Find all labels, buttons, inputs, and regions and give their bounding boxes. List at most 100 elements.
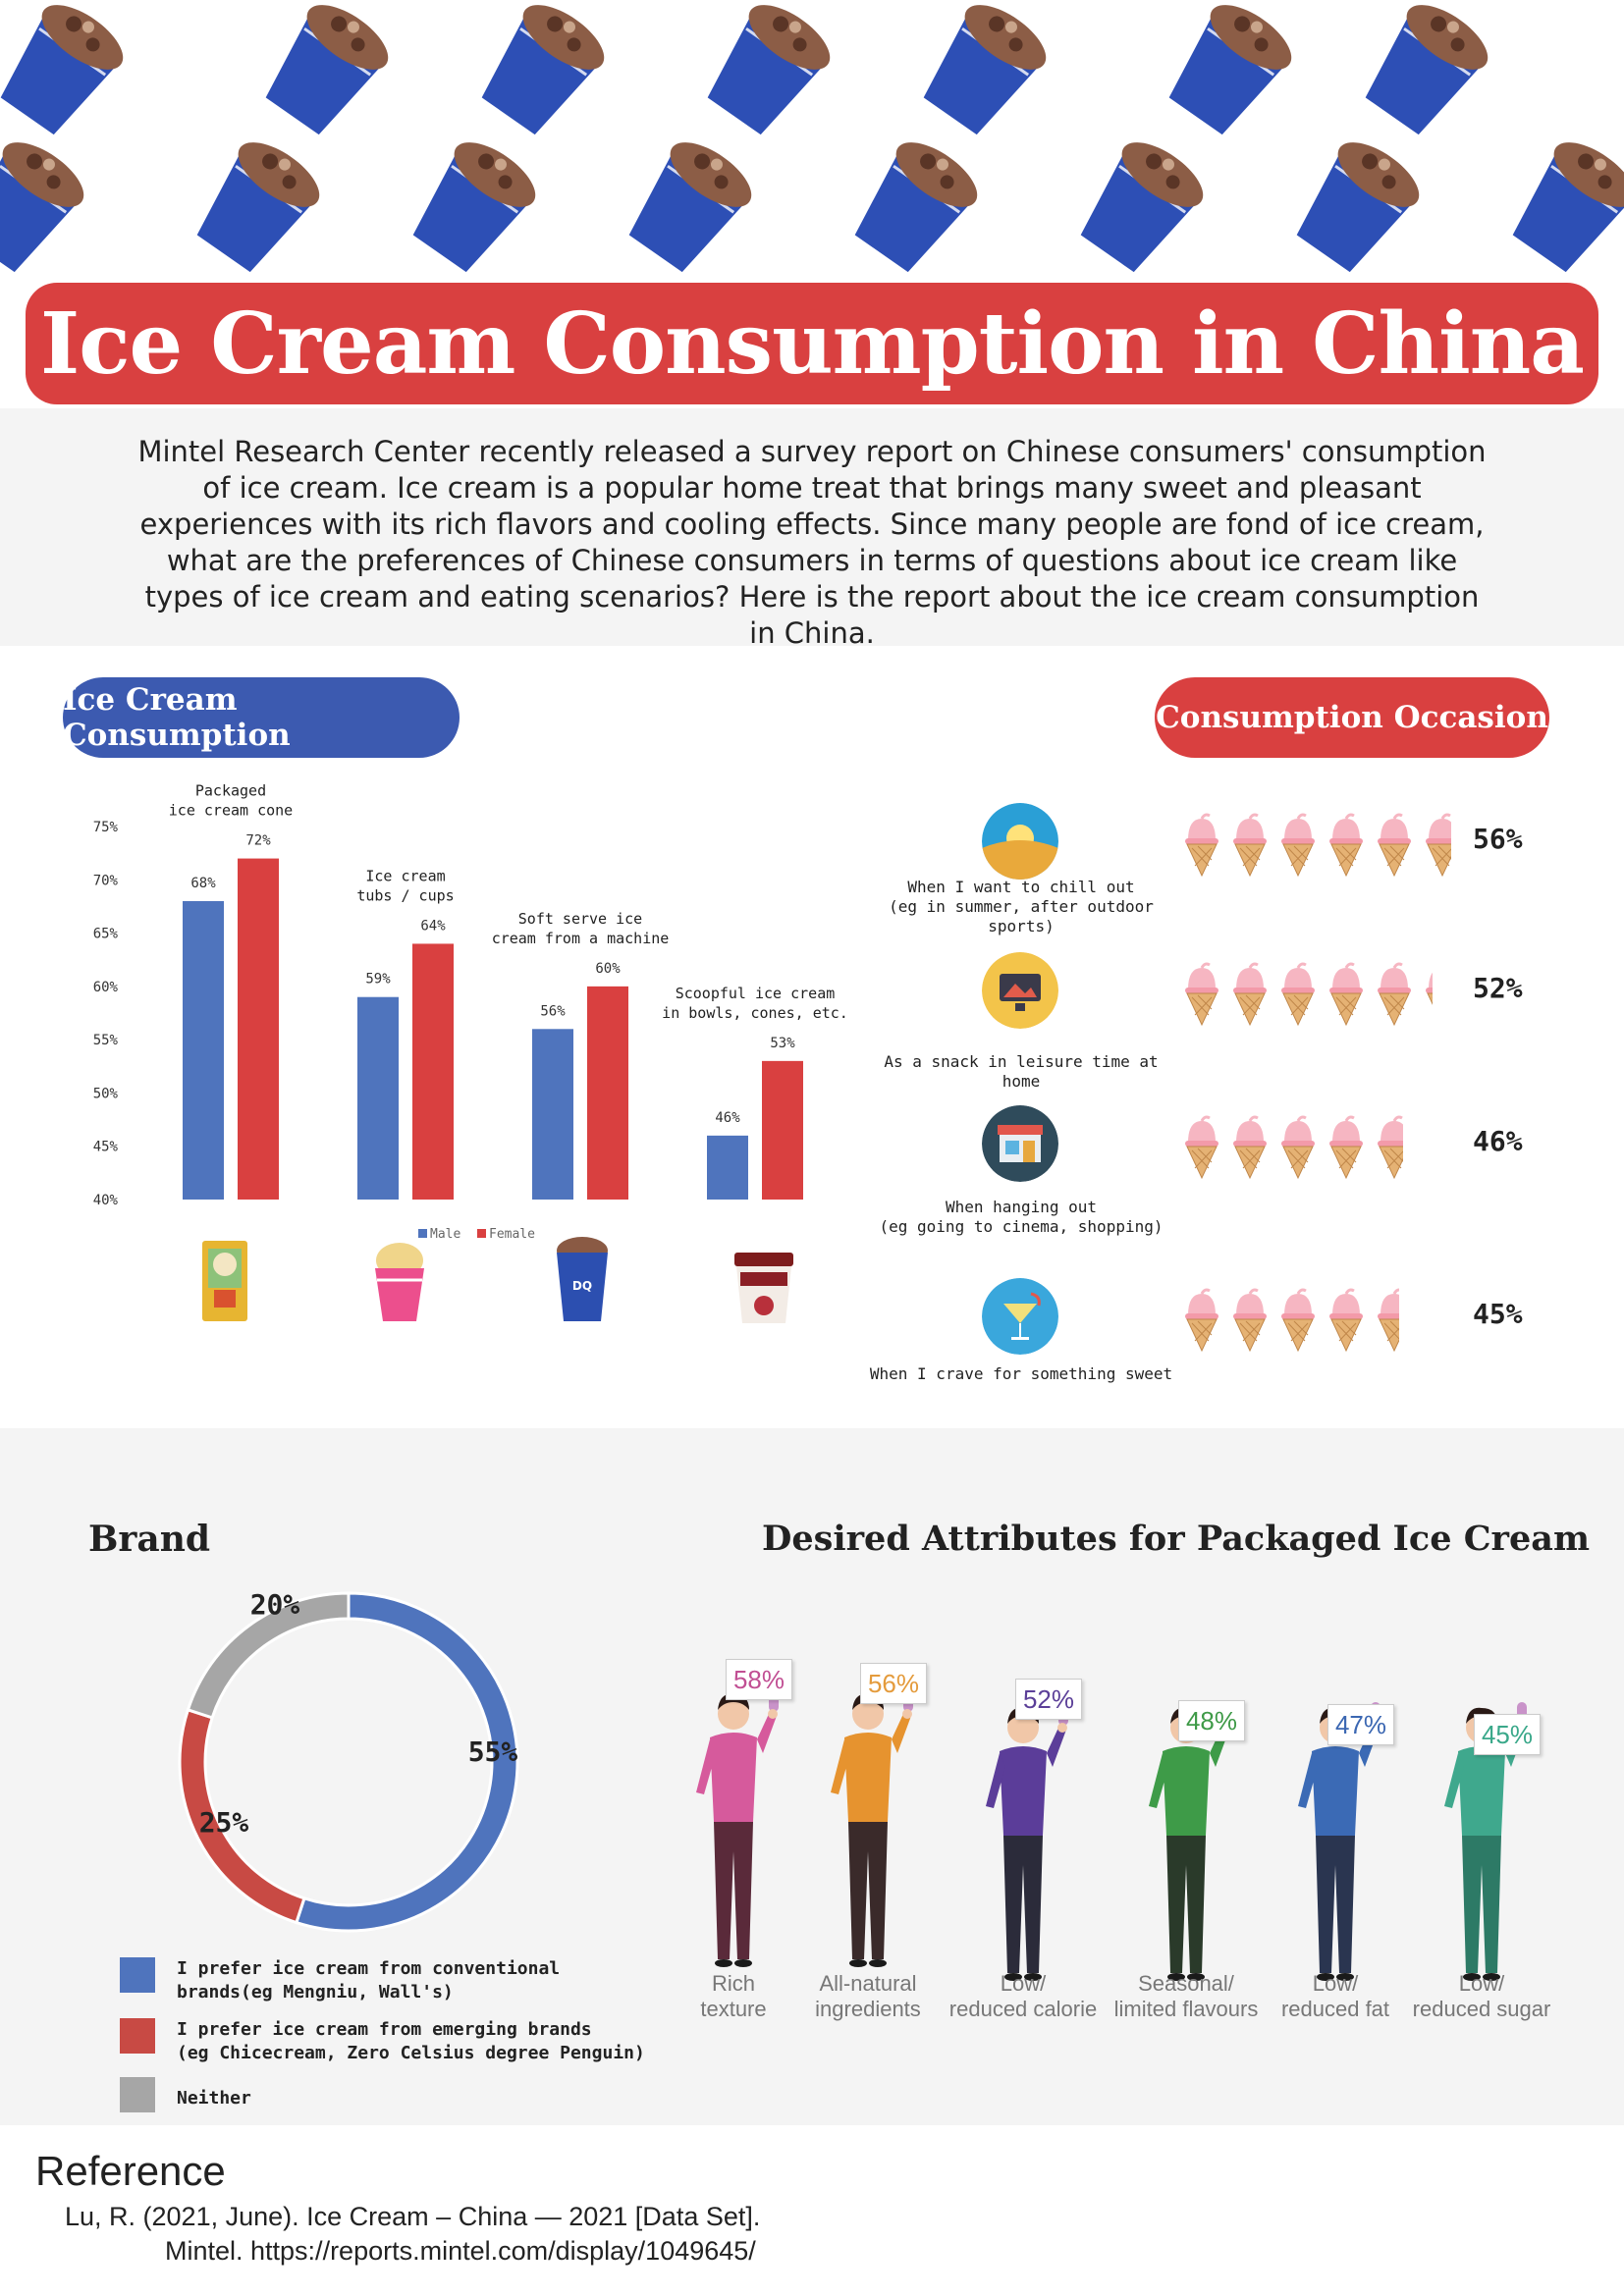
male-bar bbox=[357, 996, 399, 1200]
ice-cream-cone-icon bbox=[1233, 1288, 1267, 1353]
legend-swatch bbox=[120, 2077, 155, 2112]
occasion-label-line: When hanging out bbox=[945, 1198, 1098, 1216]
attribute-label-line: Rich bbox=[711, 1971, 755, 1996]
attribute-label-line: Low/ bbox=[1312, 1971, 1359, 1996]
category-label: tubs / cups bbox=[356, 886, 454, 904]
attribute-label-line: Seasonal/ bbox=[1138, 1971, 1234, 1996]
ice-cream-cone-icon bbox=[1329, 962, 1363, 1027]
reference-line-2: Mintel. https://reports.mintel.com/displ… bbox=[165, 2236, 756, 2266]
ice-cream-cone-icon bbox=[1281, 1288, 1315, 1353]
ice-cream-cone-icon bbox=[1185, 813, 1218, 878]
blizzard-cup-pattern-icon bbox=[1365, 5, 1489, 135]
female-bar bbox=[762, 1060, 803, 1200]
y-tick-label: 70% bbox=[93, 873, 119, 888]
ice-cream-cone-icon bbox=[1185, 1288, 1218, 1353]
blizzard-cup-pattern-icon bbox=[1512, 142, 1624, 273]
attributes-heading: Desired Attributes for Packaged Ice Crea… bbox=[762, 1519, 1590, 1559]
blizzard-cup-pattern-icon bbox=[481, 5, 605, 135]
attribute-label: Low/reduced fat bbox=[1257, 1971, 1414, 2022]
occasion-label: When I want to chill out (eg in summer, a… bbox=[864, 878, 1178, 936]
y-tick-label: 65% bbox=[93, 927, 119, 942]
svg-text:DQ: DQ bbox=[572, 1279, 592, 1293]
attribute-label: Seasonal/limited flavours bbox=[1108, 1971, 1265, 2022]
category-label: cream from a machine bbox=[492, 930, 670, 947]
y-tick-label: 75% bbox=[93, 820, 119, 835]
ice-cream-cone-icon bbox=[1426, 813, 1451, 878]
ice-cream-cone-icon bbox=[1233, 1115, 1267, 1180]
legend-swatch bbox=[477, 1229, 486, 1238]
attribute-label: All-natural ingredients bbox=[789, 1971, 947, 2022]
brand-donut-chart: 55% 25% 20% bbox=[178, 1588, 519, 1933]
male-bar bbox=[707, 1135, 748, 1200]
ice-cream-cone-icon bbox=[1378, 1288, 1399, 1353]
category-label: in bowls, cones, etc. bbox=[662, 1004, 848, 1022]
occasion-row: When hanging out (eg going to cinema, sho… bbox=[864, 1105, 1591, 1253]
header-cup-pattern bbox=[0, 0, 1624, 285]
sun-dunes-icon bbox=[982, 803, 1058, 880]
ice-cream-cone-icon bbox=[1329, 813, 1363, 878]
occasion-cone-row bbox=[1182, 813, 1451, 878]
blizzard-cup-pattern-icon bbox=[628, 142, 752, 273]
occasion-row: When I want to chill out (eg in summer, a… bbox=[864, 803, 1591, 950]
legend-label: I prefer ice cream from emerging brands (… bbox=[177, 2018, 645, 2065]
bar-value-label: 64% bbox=[420, 918, 446, 934]
occasion-label-line: As a snack in leisure time at home bbox=[884, 1052, 1159, 1091]
female-bar bbox=[412, 943, 454, 1200]
haagen-dazs-icon bbox=[734, 1253, 793, 1323]
attribute-label-line: texture bbox=[700, 1997, 767, 2021]
occasion-row: When I crave for something sweet 45% bbox=[864, 1278, 1591, 1425]
attribute-label-line: Low/ bbox=[1000, 1971, 1047, 1996]
legend-swatch bbox=[120, 2018, 155, 2054]
occasion-label: As a snack in leisure time at home bbox=[864, 1052, 1178, 1092]
blizzard-cup-icon: DQ bbox=[557, 1237, 608, 1321]
ice-cream-cone-icon bbox=[1378, 962, 1411, 1027]
person-figure bbox=[1149, 1702, 1231, 1981]
occasion-percent: 52% bbox=[1473, 972, 1523, 1004]
y-tick-label: 50% bbox=[93, 1086, 119, 1101]
attribute-label-line: ingredients bbox=[815, 1997, 921, 2021]
blizzard-cup-pattern-icon bbox=[196, 142, 320, 273]
category-label: Packaged bbox=[195, 782, 266, 800]
bar-value-label: 72% bbox=[245, 833, 271, 849]
cone-box-icon bbox=[202, 1241, 247, 1321]
brand-legend-item: Neither bbox=[120, 2077, 251, 2112]
occasion-label: When I crave for something sweet bbox=[864, 1364, 1178, 1384]
consumption-bar-chart: 40% 45% 50% 55% 60% 65% 70% 75% 68% 72% Packaged ic… bbox=[93, 782, 848, 1242]
occasion-heading-text: Consumption Occasion bbox=[1156, 700, 1548, 735]
ice-cream-cup-icon bbox=[375, 1243, 424, 1321]
legend-swatch bbox=[120, 1957, 155, 1993]
occasion-label-line: (eg going to cinema, shopping) bbox=[879, 1217, 1164, 1236]
male-bar bbox=[183, 901, 224, 1200]
y-tick-label: 40% bbox=[93, 1193, 119, 1208]
chart-legend: Male Female bbox=[418, 1227, 535, 1242]
bar-value-label: 46% bbox=[715, 1110, 740, 1126]
person-figure bbox=[1444, 1702, 1527, 1981]
occasion-label-line: When I crave for something sweet bbox=[869, 1364, 1173, 1383]
donut-slice-label: 55% bbox=[468, 1735, 518, 1768]
blizzard-cup-pattern-icon bbox=[265, 5, 389, 135]
legend-label-line: Neither bbox=[177, 2088, 251, 2109]
attribute-percent-badge: 45% bbox=[1474, 1714, 1541, 1755]
attribute-label-line: limited flavours bbox=[1113, 1997, 1259, 2021]
attribute-label: Low/reduced sugar bbox=[1403, 1971, 1560, 2022]
attribute-percent-badge: 56% bbox=[860, 1663, 927, 1704]
occasion-label: When hanging out (eg going to cinema, sho… bbox=[864, 1198, 1178, 1237]
ice-cream-cone-icon bbox=[1329, 1288, 1363, 1353]
legend-label-line: I prefer ice cream from emerging brands bbox=[177, 2019, 592, 2040]
donut-slice-label: 25% bbox=[199, 1806, 249, 1839]
consumption-heading-text: Ice Cream Consumption bbox=[63, 682, 291, 753]
donut-slice-label: 20% bbox=[250, 1588, 300, 1621]
ice-cream-cone-icon bbox=[1378, 1115, 1403, 1180]
blizzard-cup-pattern-icon bbox=[707, 5, 831, 135]
attribute-label: Low/reduced calorie bbox=[945, 1971, 1102, 2022]
blizzard-cup-pattern-icon bbox=[1168, 5, 1292, 135]
female-bar bbox=[587, 986, 628, 1200]
attribute-percent-badge: 58% bbox=[726, 1659, 792, 1700]
bar-value-label: 59% bbox=[365, 972, 391, 988]
category-label: Soft serve ice bbox=[518, 910, 642, 928]
ice-cream-cone-icon bbox=[1426, 972, 1433, 1005]
occasion-percent: 56% bbox=[1473, 823, 1523, 855]
occasion-cone-row bbox=[1182, 1288, 1399, 1353]
blizzard-cup-pattern-icon bbox=[0, 5, 124, 135]
legend-swatch bbox=[418, 1229, 427, 1238]
